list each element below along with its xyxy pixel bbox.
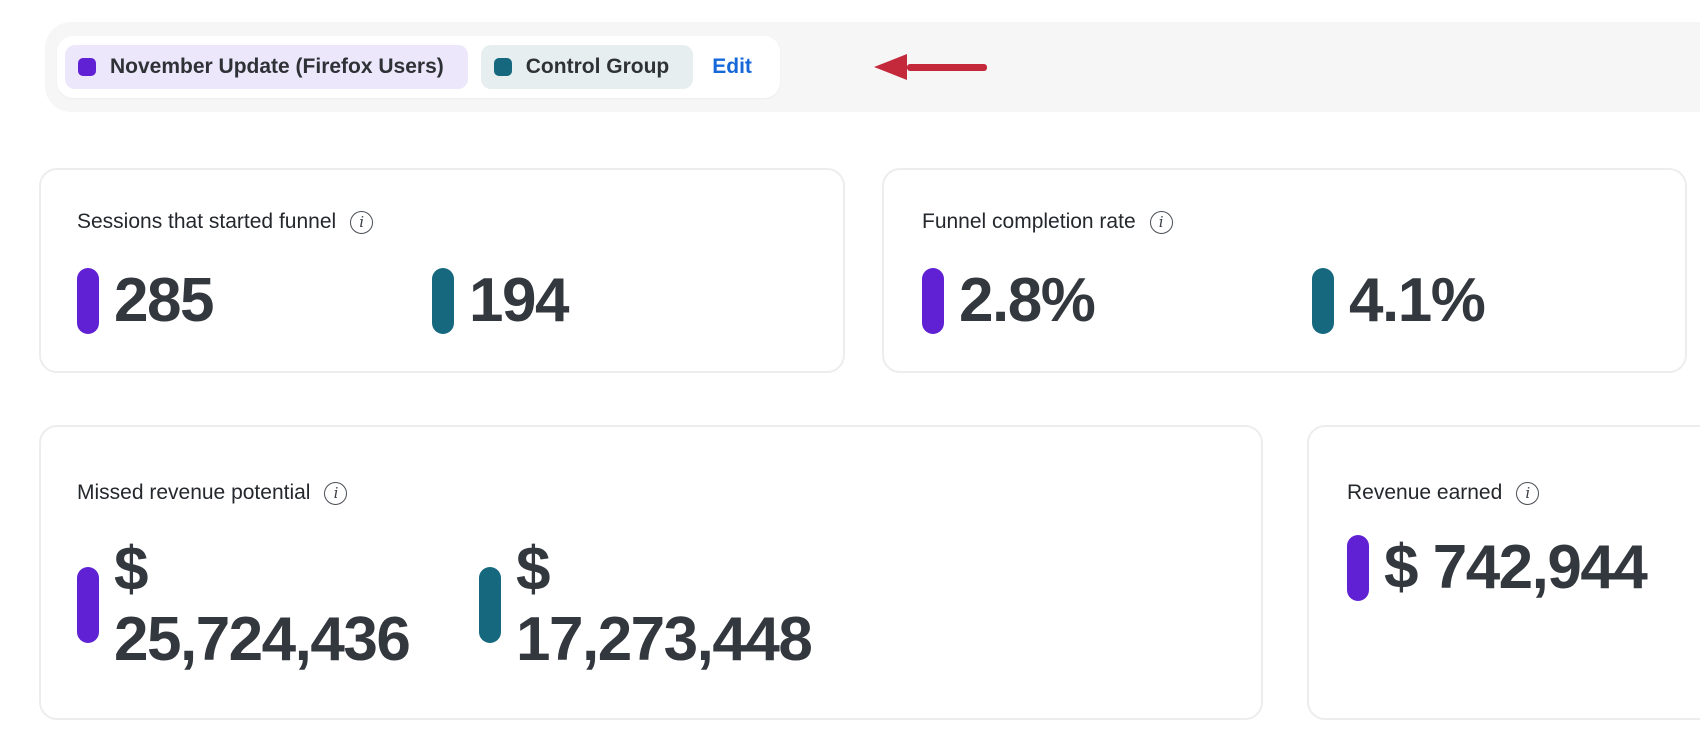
sessions-value-a: 285	[114, 266, 214, 335]
variant-b-color-dot	[493, 58, 512, 76]
variant-b-color-bar	[479, 567, 501, 644]
card-title-sessions: Sessions that started funnel	[77, 210, 337, 233]
missed-currency-b: $	[516, 535, 550, 604]
variant-a-color-bar	[922, 268, 944, 335]
completion-value-b: 4.1%	[1349, 266, 1486, 335]
variant-b-label: Control Group	[525, 55, 670, 78]
arrow-head-icon	[874, 54, 907, 80]
metric-value-completion-variant-b: 4.1%	[1312, 266, 1655, 336]
missed-value-a: 25,724,436	[114, 605, 411, 675]
variant-a-color-bar	[77, 268, 99, 335]
metric-value-missed-variant-a: $ 25,724,436	[77, 535, 479, 675]
info-icon[interactable]: i	[350, 210, 374, 234]
variant-a-color-dot	[78, 58, 96, 76]
card-missed-revenue-potential: Missed revenue potential i $ 25,724,436 …	[39, 425, 1263, 720]
metric-cards: Sessions that started funnel i 285 194 F…	[39, 168, 1700, 720]
missed-currency-a: $	[114, 535, 148, 604]
metric-value-completion-variant-a: 2.8%	[922, 266, 1312, 336]
card-funnel-completion-rate: Funnel completion rate i 2.8% 4.1%	[882, 168, 1687, 373]
card-revenue-earned: Revenue earned i $ 742,944	[1307, 425, 1700, 720]
revenue-value: 742,944	[1432, 533, 1648, 602]
variant-b-color-bar	[432, 268, 454, 335]
variant-legend-bar: November Update (Firefox Users) Control …	[45, 22, 1700, 112]
variant-chip-november-update[interactable]: November Update (Firefox Users)	[65, 45, 468, 89]
info-icon[interactable]: i	[1149, 210, 1173, 234]
metric-value-revenue-variant-a: $ 742,944	[1347, 533, 1700, 603]
info-icon[interactable]: i	[1516, 481, 1540, 505]
card-title-revenue-earned: Revenue earned	[1347, 481, 1503, 504]
card-title-missed-revenue: Missed revenue potential	[77, 481, 311, 504]
card-title-completion: Funnel completion rate	[922, 210, 1136, 233]
metric-value-missed-variant-b: $ 17,273,448	[479, 535, 1231, 675]
metric-value-sessions-variant-a: 285	[77, 266, 432, 336]
completion-value-a: 2.8%	[959, 266, 1096, 335]
variant-legend-group: November Update (Firefox Users) Control …	[57, 36, 780, 98]
arrow-shaft	[907, 63, 987, 71]
variant-b-color-bar	[1312, 268, 1334, 335]
card-sessions-started-funnel: Sessions that started funnel i 285 194	[39, 168, 845, 373]
missed-value-b: 17,273,448	[516, 605, 813, 675]
edit-pointer-arrow	[874, 54, 987, 80]
variant-a-label: November Update (Firefox Users)	[110, 55, 444, 78]
metric-value-sessions-variant-b: 194	[432, 266, 813, 336]
info-icon[interactable]: i	[324, 481, 348, 505]
variant-chip-control-group[interactable]: Control Group	[480, 45, 694, 89]
sessions-value-b: 194	[469, 266, 569, 335]
revenue-currency: $	[1384, 533, 1418, 602]
edit-variants-link[interactable]: Edit	[712, 55, 752, 78]
variant-a-color-bar	[77, 567, 99, 644]
variant-a-color-bar	[1347, 535, 1369, 602]
